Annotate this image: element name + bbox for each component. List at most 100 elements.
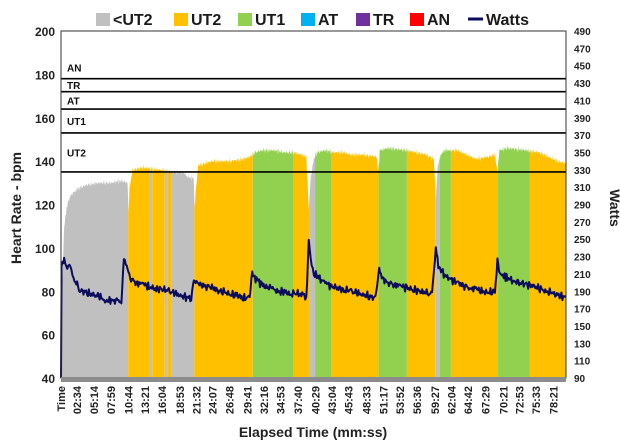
zone-fill-below-ut2-2 [149, 166, 153, 378]
left-tick-80: 80 [42, 285, 56, 299]
zone-fill-ut2-14 [406, 148, 436, 378]
zone-fill-ut2-17 [450, 147, 499, 378]
right-tick-90: 90 [574, 374, 586, 385]
right-y-axis-ticks: 90 110 130 150 170 190 210 230 250 270 290 310 330 35… [574, 27, 591, 385]
x-tick-11: 29:41 [243, 386, 255, 414]
x-tick-25: 67:29 [480, 386, 492, 414]
zone-label-ut2: UT2 [67, 148, 86, 159]
zone-label-at: AT [67, 96, 80, 107]
zone-fill-below-ut2-0 [61, 177, 129, 378]
right-tick-110: 110 [574, 357, 591, 368]
legend-swatch-an [410, 13, 424, 26]
left-tick-60: 60 [42, 329, 56, 343]
zone-fill-below-ut2-6 [171, 168, 195, 378]
x-tick-17: 45:43 [344, 386, 356, 414]
right-tick-130: 130 [574, 339, 591, 350]
right-tick-430: 430 [574, 79, 591, 90]
right-tick-450: 450 [574, 62, 591, 73]
zone-label-tr: TR [67, 81, 81, 92]
legend-label-an: AN [427, 12, 450, 29]
y-axis-title-left: Heart Rate - bpm [8, 152, 24, 264]
right-tick-230: 230 [574, 253, 591, 264]
right-tick-310: 310 [574, 183, 591, 194]
x-tick-26: 70:21 [498, 386, 510, 414]
x-tick-24: 64:42 [463, 386, 475, 414]
legend: <UT2 UT2 UT1 AT TR AN Watts [96, 12, 529, 29]
x-tick-20: 53:52 [395, 386, 407, 414]
left-y-axis-ticks: 40 60 80 100 120 140 160 180 200 [35, 25, 55, 386]
x-tick-6: 16:04 [157, 385, 169, 414]
x-tick-22: 59:27 [430, 386, 442, 414]
zone-threshold-lines [61, 77, 566, 173]
zone-fill-ut2-9 [293, 151, 310, 378]
x-tick-29: 78:21 [549, 386, 561, 414]
x-tick-28: 75:33 [531, 386, 543, 414]
watts-series-line [60, 238, 567, 379]
right-tick-210: 210 [574, 270, 591, 281]
x-tick-15: 40:29 [311, 386, 323, 414]
x-tick-13: 34:53 [275, 386, 287, 414]
legend-label-tr: TR [373, 12, 395, 29]
legend-swatch-ut2-below [96, 13, 110, 26]
zone-fill-ut1-11 [315, 148, 332, 378]
x-axis-bar [61, 377, 566, 382]
heart-rate-zone-fills [61, 145, 566, 378]
x-tick-14: 37:40 [293, 386, 305, 414]
x-tick-2: 05:14 [89, 385, 101, 414]
legend-label-watts: Watts [486, 12, 529, 29]
zone-label-ut1: UT1 [67, 117, 86, 128]
x-tick-8: 21:32 [191, 386, 203, 414]
legend-label-ut2: UT2 [191, 12, 221, 29]
x-axis-ticks: Time 02:34 05:14 07:59 10:44 13:21 16:04 18:53 2… [56, 385, 561, 414]
zone-fill-ut2-12 [331, 149, 379, 378]
right-tick-490: 490 [574, 27, 591, 38]
left-tick-180: 180 [35, 68, 55, 82]
x-tick-1: 02:34 [72, 385, 84, 414]
x-tick-0: Time [56, 386, 68, 411]
left-tick-140: 140 [35, 155, 55, 169]
x-tick-19: 51:17 [379, 386, 391, 414]
zone-fill-ut2-3 [152, 165, 165, 378]
zone-fill-ut1-16 [439, 148, 451, 378]
x-tick-18: 48:33 [361, 386, 373, 414]
right-tick-150: 150 [574, 322, 591, 333]
x-tick-21: 56:36 [412, 386, 424, 414]
x-tick-27: 72:53 [514, 386, 526, 414]
legend-swatch-at [301, 13, 315, 26]
x-tick-7: 18:53 [175, 386, 187, 414]
zone-fill-ut2-5 [167, 168, 172, 378]
legend-label-at: AT [318, 12, 338, 29]
right-tick-350: 350 [574, 148, 591, 159]
right-tick-390: 390 [574, 114, 591, 125]
left-tick-160: 160 [35, 112, 55, 126]
zone-fill-below-ut2-4 [164, 168, 168, 378]
y-axis-title-right: Watts [607, 189, 620, 227]
x-tick-12: 32:16 [259, 386, 271, 414]
right-tick-270: 270 [574, 218, 591, 229]
right-tick-330: 330 [574, 166, 591, 177]
x-tick-3: 07:59 [106, 386, 118, 414]
x-tick-23: 62:04 [446, 385, 458, 414]
right-tick-370: 370 [574, 131, 591, 142]
zone-fill-ut2-1 [128, 164, 150, 378]
zone-fill-ut1-18 [498, 145, 530, 378]
zone-fill-ut1-13 [378, 145, 407, 378]
right-tick-190: 190 [574, 287, 591, 298]
left-tick-200: 200 [35, 25, 55, 39]
right-tick-250: 250 [574, 235, 591, 246]
x-tick-9: 24:07 [208, 386, 220, 414]
legend-swatch-ut2 [174, 13, 188, 26]
legend-swatch-tr [356, 13, 370, 26]
zone-fill-ut2-7 [194, 151, 253, 378]
x-tick-10: 26:48 [225, 386, 237, 414]
right-tick-290: 290 [574, 201, 591, 212]
zone-threshold-labels: AN TR AT UT1 UT2 [67, 64, 86, 160]
zone-fill-ut1-8 [252, 147, 294, 378]
right-tick-410: 410 [574, 96, 591, 107]
zone-fill-ut2-19 [529, 148, 566, 378]
legend-swatch-ut1 [238, 13, 252, 26]
right-tick-470: 470 [574, 44, 591, 55]
left-tick-120: 120 [35, 199, 55, 213]
